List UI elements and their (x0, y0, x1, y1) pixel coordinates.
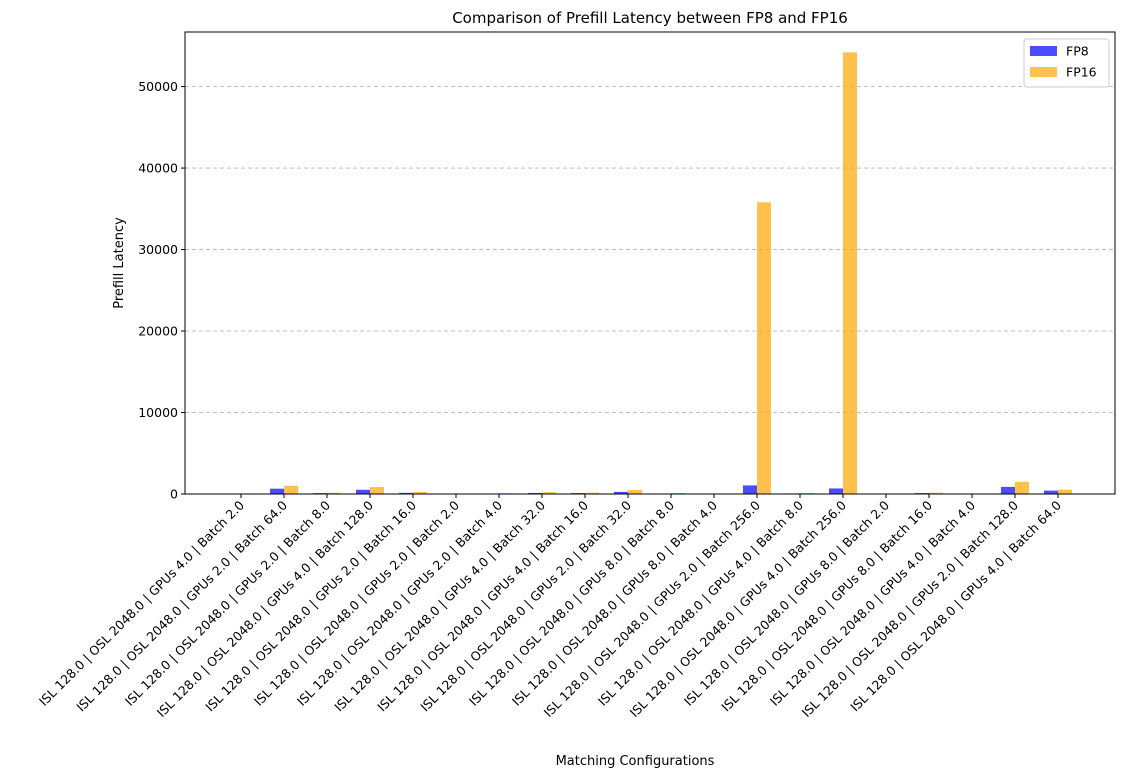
legend-swatch-fp8 (1030, 46, 1057, 56)
y-tick-label: 10000 (138, 405, 178, 420)
legend-label-fp8: FP8 (1066, 44, 1089, 59)
legend-label-fp16: FP16 (1066, 65, 1097, 80)
bar-fp8-1 (270, 488, 284, 494)
bar-fp16-3 (370, 487, 384, 494)
bar-fp8-3 (356, 489, 370, 494)
y-axis-ticks: 0 10000 20000 30000 40000 50000 (138, 79, 185, 502)
bar-fp8-9 (614, 491, 628, 494)
y-axis-label: Prefill Latency (112, 217, 127, 309)
y-tick-label: 50000 (138, 79, 178, 94)
y-tick-label: 30000 (138, 242, 178, 257)
x-axis-label: Matching Configurations (556, 754, 715, 769)
bar-fp8-7 (528, 492, 542, 494)
bar-fp8-18 (1001, 486, 1015, 494)
bar-fp16-9 (628, 489, 642, 494)
bar-fp8-14 (829, 488, 843, 494)
gridlines (185, 86, 1115, 413)
bar-fp16-8 (585, 492, 599, 494)
bar-fp16-14 (843, 52, 857, 495)
chart-title: Comparison of Prefill Latency between FP… (452, 9, 848, 27)
bar-fp16-19 (1058, 489, 1072, 494)
bar-fp16-7 (542, 492, 556, 494)
y-tick-label: 40000 (138, 161, 178, 176)
bar-fp16-1 (284, 485, 298, 494)
y-tick-label: 0 (170, 487, 178, 502)
legend: FP8 FP16 (1023, 38, 1110, 88)
bar-fp16-4 (413, 491, 427, 494)
bar-fp8-12 (743, 485, 757, 494)
bar-fp8-19 (1044, 490, 1058, 494)
bars (227, 52, 1072, 495)
bar-fp16-13 (800, 492, 814, 494)
y-tick-label: 20000 (138, 324, 178, 339)
legend-swatch-fp16 (1030, 67, 1057, 77)
bar-fp16-2 (327, 492, 341, 494)
bar-fp8-4 (399, 492, 413, 494)
bar-fp16-18 (1015, 481, 1029, 494)
plot-frame (184, 31, 1116, 495)
bar-fp16-16 (929, 492, 943, 494)
bar-fp16-12 (757, 202, 771, 494)
